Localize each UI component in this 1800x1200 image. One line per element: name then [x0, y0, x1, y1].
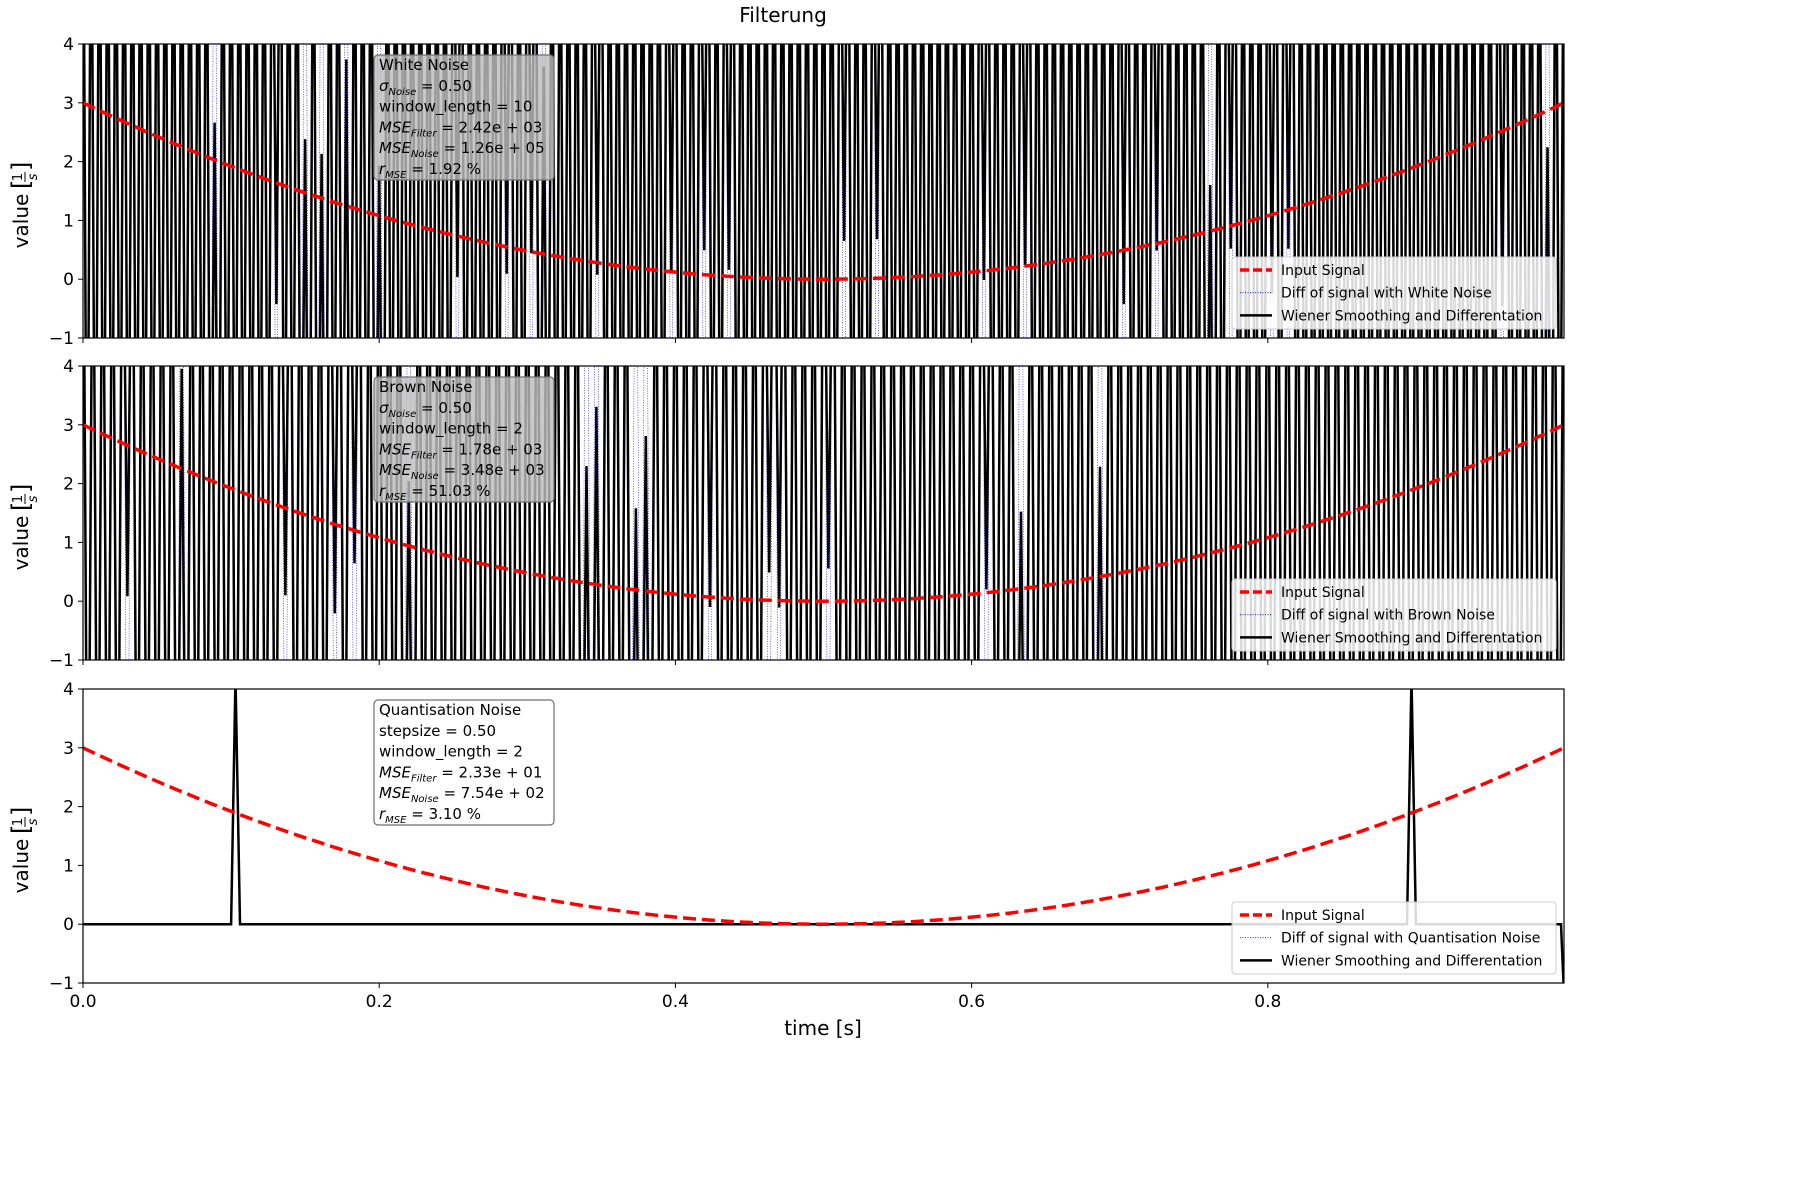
series-input-signal — [83, 101, 1564, 281]
y-axis-label-den: s — [26, 495, 41, 502]
y-axis-label-num: 1 — [11, 495, 26, 503]
axes-frame — [82, 688, 1565, 984]
series-input-signal — [83, 423, 1564, 603]
x-tick-label: 0.8 — [1254, 992, 1281, 1012]
info-line: MSEFilter = 2.42e + 03 — [379, 118, 542, 139]
info-line: stepsize = 0.50 — [379, 722, 496, 740]
y-tick-label: −1 — [49, 651, 74, 671]
plot-area — [83, 366, 1564, 660]
y-tick-label: 0 — [63, 915, 74, 935]
info-line: MSEFilter = 1.78e + 03 — [379, 440, 542, 461]
info-line: MSEFilter = 2.33e + 01 — [379, 763, 542, 784]
y-tick-label: 3 — [63, 739, 74, 759]
info-line: MSENoise = 1.26e + 05 — [379, 139, 545, 160]
y-axis-label-num: 1 — [11, 818, 26, 826]
info-line: White Noise — [379, 56, 469, 74]
legend-label: Input Signal — [1281, 585, 1365, 601]
series-input-signal — [83, 746, 1564, 926]
y-tick-label: 1 — [63, 856, 74, 876]
x-tick-label: 0.2 — [366, 992, 393, 1012]
x-tick-label: 0.0 — [69, 992, 96, 1012]
legend-label: Diff of signal with White Noise — [1281, 286, 1492, 302]
y-axis-label-num: 1 — [11, 173, 26, 181]
axes-frame — [82, 365, 1565, 661]
info-line: Brown Noise — [379, 378, 472, 396]
y-axis-label-den: s — [26, 818, 41, 825]
y-tick-label: 2 — [63, 153, 74, 173]
legend-label: Input Signal — [1281, 263, 1365, 279]
info-line: window_length = 10 — [379, 98, 532, 117]
info-line: σNoise = 0.50 — [379, 77, 472, 98]
y-tick-label: 1 — [63, 211, 74, 231]
legend-frame — [1231, 578, 1557, 652]
legend-frame — [1231, 256, 1557, 330]
info-box-frame — [373, 376, 555, 503]
y-tick-label: −1 — [49, 974, 74, 994]
y-axis-label-bracket: ] — [7, 484, 35, 493]
y-tick-label: 2 — [63, 798, 74, 818]
legend-label: Diff of signal with Quantisation Noise — [1281, 931, 1540, 947]
y-tick-label: 4 — [63, 35, 74, 55]
info-box-frame — [373, 699, 555, 826]
y-axis-label-text: value — [9, 839, 33, 894]
x-tick-label: 0.4 — [662, 992, 689, 1012]
x-tick-label: 0.6 — [958, 992, 985, 1012]
legend: Input Signal Diff of signal with Brown No… — [1231, 578, 1557, 652]
y-axis-label: value [1 s] — [7, 162, 41, 249]
legend: Input Signal Diff of signal with White No… — [1231, 256, 1557, 330]
info-box: Quantisation Noise stepsize = 0.50 window_… — [373, 699, 555, 826]
y-tick-label: 1 — [63, 533, 74, 553]
y-tick-label: 3 — [63, 94, 74, 114]
y-tick-label: 2 — [63, 475, 74, 495]
legend-label: Input Signal — [1281, 908, 1365, 924]
legend-label: Wiener Smoothing and Differentation — [1281, 308, 1542, 324]
plot-area — [83, 44, 1564, 338]
y-axis-label-text: value — [9, 194, 33, 249]
legend: Input Signal Diff of signal with Quantisa… — [1231, 901, 1557, 975]
y-axis-label-den: s — [26, 173, 41, 180]
legend-frame — [1231, 901, 1557, 975]
info-line: window_length = 2 — [379, 743, 523, 762]
y-axis-label-bracket: [ — [7, 502, 35, 511]
info-box-frame — [373, 54, 555, 181]
info-line: Quantisation Noise — [379, 701, 521, 719]
y-tick-label: 0 — [63, 270, 74, 290]
y-axis-label-text: value — [9, 516, 33, 571]
info-line: rMSE = 51.03 % — [379, 482, 491, 503]
y-tick-label: 3 — [63, 416, 74, 436]
info-line: MSENoise = 7.54e + 02 — [379, 784, 545, 805]
y-tick-label: 0 — [63, 592, 74, 612]
y-axis-label-bracket: ] — [7, 807, 35, 816]
y-tick-label: 4 — [63, 680, 74, 700]
info-line: window_length = 2 — [379, 420, 523, 439]
info-line: σNoise = 0.50 — [379, 399, 472, 420]
info-line: rMSE = 1.92 % — [379, 160, 481, 181]
y-axis-label: value [1 s] — [7, 807, 41, 894]
figure-title: Filterung — [739, 3, 827, 27]
y-tick-label: 4 — [63, 357, 74, 377]
legend-label: Wiener Smoothing and Differentation — [1281, 953, 1542, 969]
legend-label: Diff of signal with Brown Noise — [1281, 608, 1495, 624]
y-axis-label: value [1 s] — [7, 484, 41, 571]
y-axis-label-bracket: [ — [7, 180, 35, 189]
axes-frame — [82, 43, 1565, 339]
x-axis-label: time [s] — [784, 1016, 862, 1040]
y-axis-label-bracket: [ — [7, 825, 35, 834]
y-axis-label-bracket: ] — [7, 162, 35, 171]
info-line: MSENoise = 3.48e + 03 — [379, 461, 545, 482]
y-tick-label: −1 — [49, 329, 74, 349]
legend-label: Wiener Smoothing and Differentation — [1281, 630, 1542, 646]
info-line: rMSE = 3.10 % — [379, 805, 481, 826]
